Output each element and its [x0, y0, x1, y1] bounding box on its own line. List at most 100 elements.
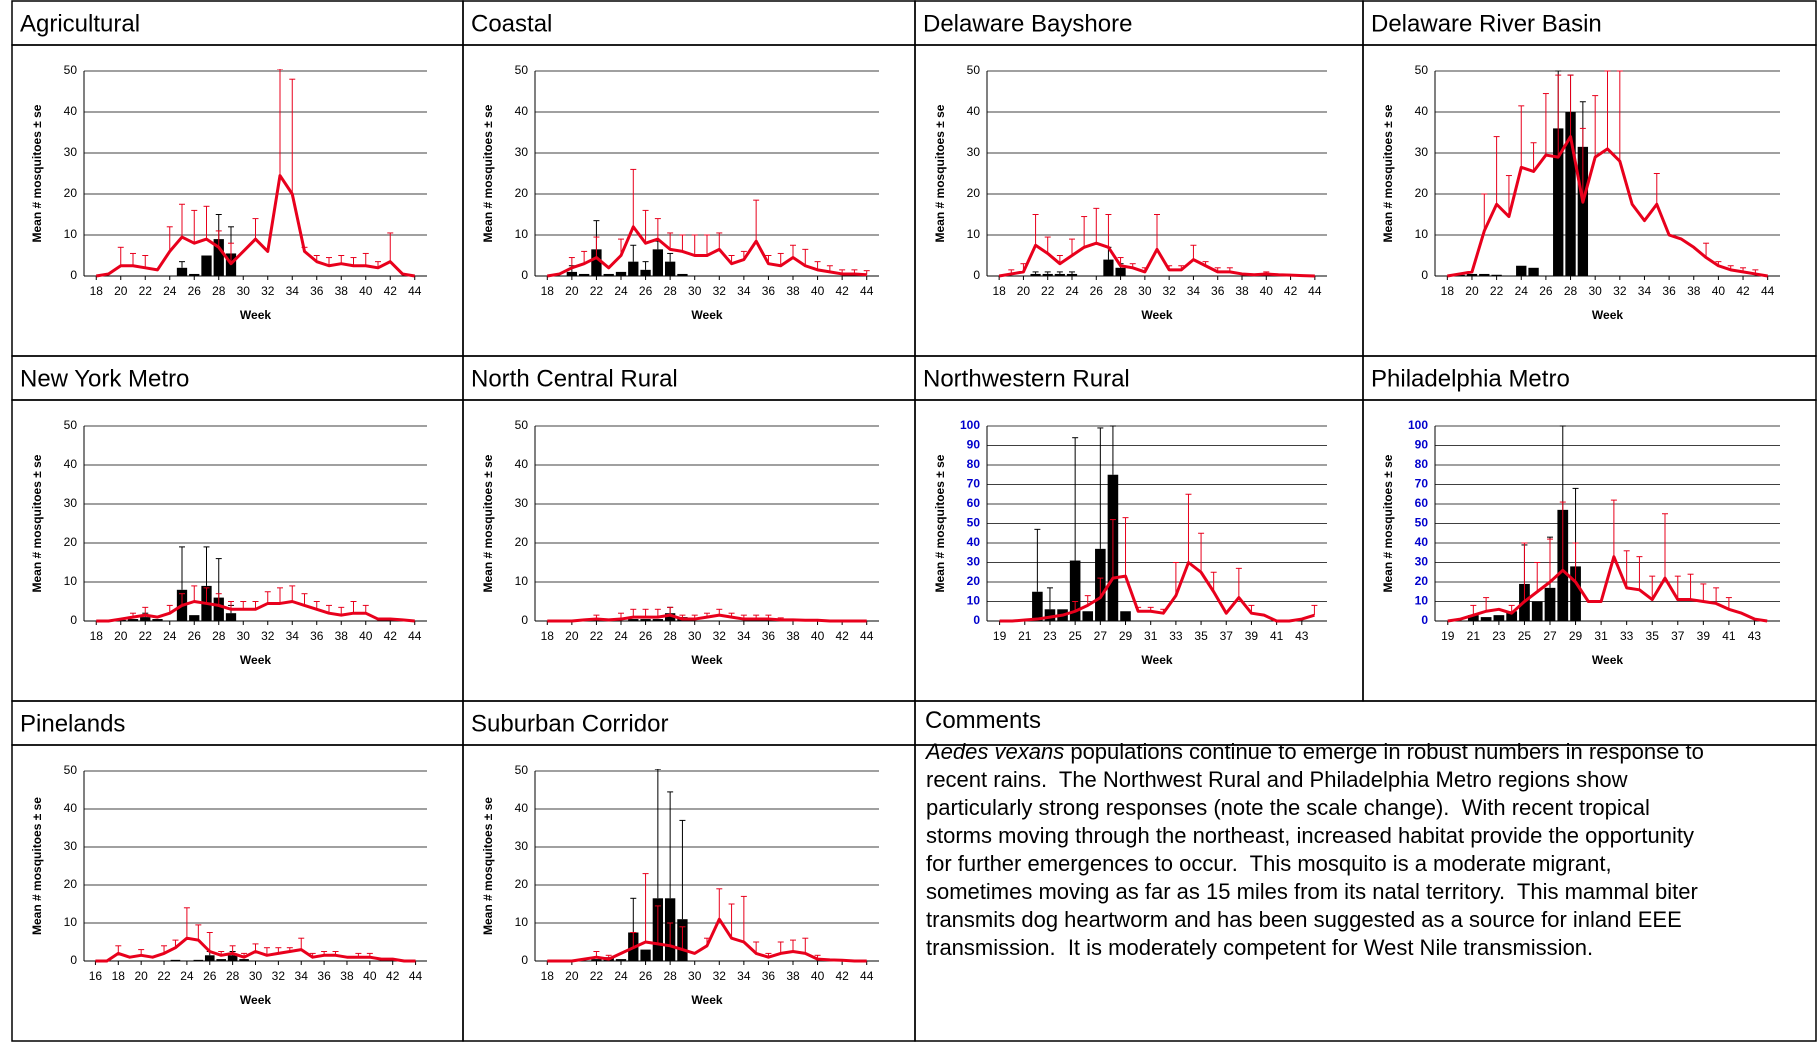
x-tick-label: 36	[762, 969, 776, 983]
y-tick-label: 50	[1415, 516, 1429, 530]
x-tick-label: 32	[713, 629, 727, 643]
bar	[1082, 611, 1094, 621]
x-tick-label: 44	[860, 629, 874, 643]
x-tick-label: 22	[1490, 284, 1504, 298]
x-tick-label: 24	[614, 284, 628, 298]
y-tick-label: 40	[515, 104, 529, 118]
x-axis-label: Week	[691, 993, 722, 1007]
x-tick-label: 24	[163, 284, 177, 298]
x-tick-label: 31	[1594, 629, 1608, 643]
x-tick-label: 20	[134, 969, 148, 983]
plot: 0 10 20 30 40 50 18 20 22 24 26 28 30 32 34 36 38 40 42 44 W…	[933, 63, 1327, 322]
x-tick-label: 38	[335, 629, 349, 643]
bar	[127, 619, 139, 621]
y-tick-label: 20	[515, 186, 529, 200]
x-tick-label: 21	[1467, 629, 1481, 643]
x-tick-label: 25	[1518, 629, 1532, 643]
x-tick-label: 26	[1539, 284, 1553, 298]
x-tick-label: 41	[1722, 629, 1736, 643]
x-tick-label: 43	[1295, 629, 1309, 643]
bar	[640, 949, 651, 961]
x-tick-label: 26	[203, 969, 217, 983]
bar	[640, 269, 651, 276]
y-tick-label: 30	[64, 496, 78, 510]
y-tick-label: 10	[967, 594, 981, 608]
x-axis-label: Week	[1141, 308, 1172, 322]
x-tick-label: 38	[335, 284, 349, 298]
x-tick-label: 18	[541, 969, 555, 983]
chart-title: Philadelphia Metro	[1371, 365, 1570, 392]
y-tick-label: 10	[515, 915, 529, 929]
cell-border	[462, 399, 916, 702]
x-tick-label: 30	[688, 284, 702, 298]
x-tick-label: 39	[1697, 629, 1711, 643]
y-tick-label: 70	[1415, 477, 1429, 491]
comments-text: Aedes vexans populations continue to eme…	[926, 738, 1716, 962]
x-tick-label: 38	[786, 284, 800, 298]
bar	[1054, 273, 1065, 276]
bar	[603, 273, 614, 276]
bar	[1528, 267, 1539, 276]
x-tick-label: 30	[237, 629, 251, 643]
x-tick-label: 28	[212, 629, 226, 643]
bar	[193, 959, 204, 961]
x-tick-label: 42	[1284, 284, 1298, 298]
x-tick-label: 34	[286, 284, 300, 298]
line	[95, 936, 416, 963]
bar	[615, 959, 627, 961]
x-tick-label: 30	[1138, 284, 1152, 298]
x-tick-label: 24	[1515, 284, 1529, 298]
bar	[1103, 259, 1114, 276]
y-tick-label: 20	[515, 877, 529, 891]
bar	[1544, 587, 1556, 621]
plot: 0 10 20 30 40 50 18 20 22 24 26 28 30 32 34 36 38 40 42 44 W…	[30, 418, 427, 667]
x-tick-label: 43	[1748, 629, 1762, 643]
y-tick-label: 10	[515, 227, 529, 241]
y-tick-label: 50	[515, 763, 529, 777]
x-tick-label: 34	[1187, 284, 1201, 298]
x-tick-label: 36	[310, 284, 324, 298]
x-axis-label: Week	[240, 653, 271, 667]
y-tick-label: 30	[64, 839, 78, 853]
y-tick-label: 30	[515, 145, 529, 159]
x-tick-label: 18	[1441, 284, 1455, 298]
y-axis-label: Mean # mosquitoes ± se	[933, 104, 947, 242]
y-tick-label: 0	[521, 613, 528, 627]
x-tick-label: 44	[1308, 284, 1322, 298]
x-tick-label: 26	[639, 284, 653, 298]
x-tick-label: 44	[860, 284, 874, 298]
bar	[1553, 128, 1564, 276]
bar	[591, 959, 602, 961]
y-tick-label: 30	[967, 555, 981, 569]
y-tick-label: 80	[967, 457, 981, 471]
bar	[1570, 566, 1581, 621]
y-tick-label: 0	[521, 953, 528, 967]
cell-border	[1362, 44, 1817, 357]
x-tick-label: 40	[811, 969, 825, 983]
series-group	[547, 168, 870, 278]
series-group	[95, 907, 416, 963]
x-tick-label: 38	[1235, 284, 1249, 298]
bar	[1030, 273, 1041, 276]
y-tick-label: 60	[1415, 496, 1429, 510]
x-tick-label: 29	[1569, 629, 1583, 643]
x-tick-label: 24	[163, 629, 177, 643]
bar	[640, 619, 651, 621]
x-tick-label: 40	[1260, 284, 1274, 298]
x-tick-label: 40	[363, 969, 377, 983]
y-axis-label: Mean # mosquitoes ± se	[30, 104, 44, 242]
x-tick-label: 22	[590, 969, 604, 983]
x-axis-label: Week	[1141, 653, 1172, 667]
x-tick-label: 40	[359, 284, 373, 298]
x-tick-label: 30	[688, 629, 702, 643]
x-tick-label: 28	[663, 629, 677, 643]
bar	[225, 613, 237, 621]
bar	[170, 959, 181, 961]
bar	[652, 249, 664, 276]
line	[96, 600, 415, 623]
y-tick-label: 20	[515, 535, 529, 549]
x-tick-label: 33	[1169, 629, 1183, 643]
x-tick-label: 41	[1270, 629, 1284, 643]
x-tick-label: 44	[409, 969, 423, 983]
line	[999, 561, 1315, 623]
